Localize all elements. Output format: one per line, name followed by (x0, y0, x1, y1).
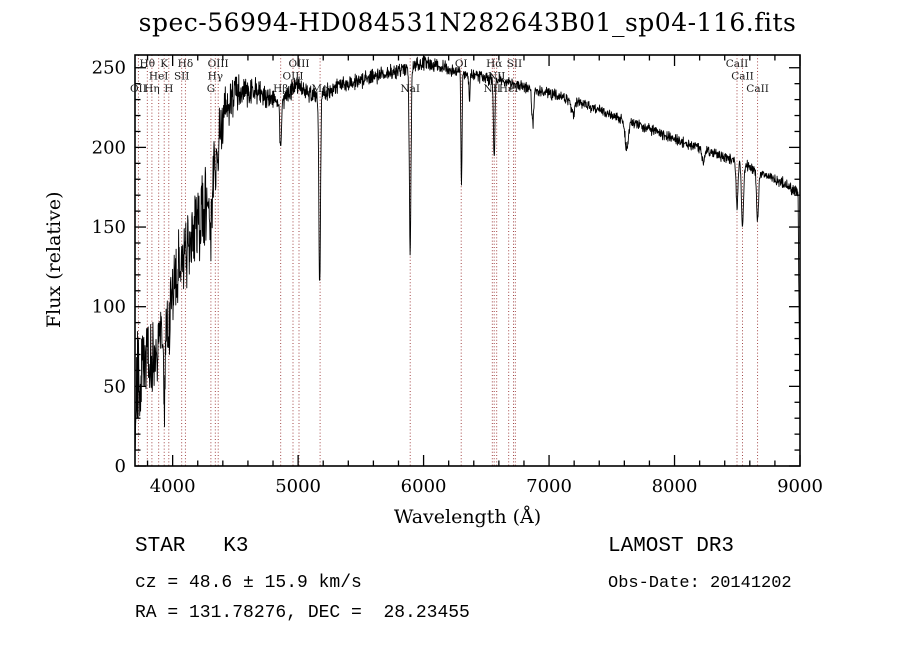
y-axis-label: Flux (relative) (43, 191, 65, 329)
spectral-line-label: OIII (208, 58, 229, 70)
spectral-line-label: Hγ (208, 71, 223, 83)
spectral-line-label: Hθ (140, 58, 155, 70)
x-tick-label: 6000 (401, 476, 447, 497)
plot-title: spec-56994-HD084531N282643B01_sp04-116.f… (138, 8, 797, 37)
spectral-line-label: Mg (311, 83, 329, 95)
axes: 4000 5000 6000 7000 8000 9000 0 50 100 150 200 250 (92, 54, 823, 497)
spectral-line-markers (137, 55, 759, 466)
y-tick-label: 50 (103, 376, 126, 397)
spectral-line-label: HeI (149, 71, 169, 83)
y-tick-label: 0 (115, 456, 126, 477)
spectral-line-label: K (160, 58, 168, 70)
spectral-line-label: Hη (144, 83, 159, 95)
x-tick-label: 9000 (777, 476, 823, 497)
spectral-line-label: NII (488, 71, 505, 83)
spectral-line-label: OIII (288, 58, 309, 70)
x-tick-label: 8000 (652, 476, 698, 497)
spectral-line-label: Hδ (178, 58, 193, 70)
y-tick-label: 100 (92, 297, 126, 318)
spectral-line-label: CaII (746, 83, 769, 95)
survey-label: LAMOST DR3 (608, 535, 735, 558)
spectrum-trace (135, 56, 800, 454)
spectral-line-label: OIII (282, 71, 303, 83)
spectral-line-label: OI (455, 58, 468, 70)
x-tick-label: 5000 (275, 476, 321, 497)
spectral-line-label: SII (174, 71, 190, 83)
x-tick-label: 7000 (526, 476, 572, 497)
ra-dec-label: RA = 131.78276, DEC = 28.23455 (135, 603, 470, 623)
spectral-line-label: NaI (400, 83, 420, 95)
y-tick-label: 150 (92, 217, 126, 238)
spectral-line-label: Hα (486, 58, 502, 70)
obs-date-label: Obs-Date: 20141202 (608, 574, 792, 593)
spectral-line-label: H (164, 83, 173, 95)
spectral-line-label: CaII (731, 71, 754, 83)
spectral-line-label: OII (130, 83, 147, 95)
x-tick-label: 4000 (150, 476, 196, 497)
spectral-line-label: HeI (499, 83, 519, 95)
x-axis-label: Wavelength (Å) (393, 506, 542, 528)
spectral-line-label: Hβ (273, 83, 288, 95)
spectral-line-label: NII (484, 83, 501, 95)
spectral-line-label: CaII (726, 58, 749, 70)
classification-label: STAR K3 (135, 535, 249, 558)
radial-velocity-label: cz = 48.6 ± 15.9 km/s (135, 573, 362, 593)
plot-frame (134, 54, 801, 467)
spectral-line-label: G (207, 83, 215, 95)
y-tick-label: 200 (92, 137, 126, 158)
y-tick-label: 250 (92, 58, 126, 79)
spectral-line-label: SII (507, 58, 523, 70)
